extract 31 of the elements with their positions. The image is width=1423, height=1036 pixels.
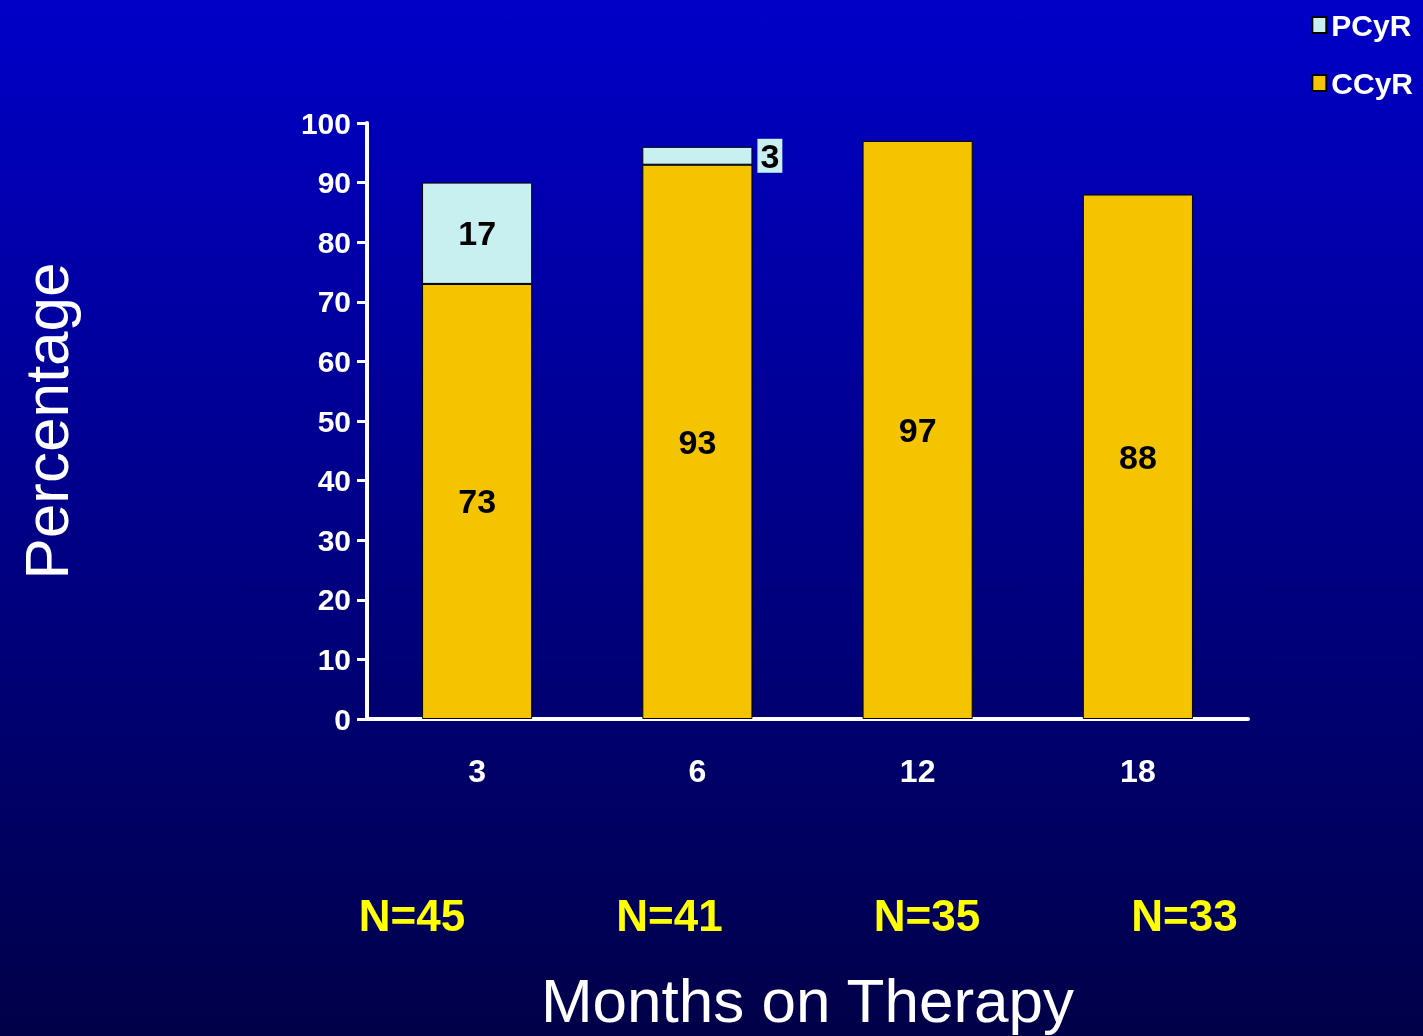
y-tick-label: 90 [317,166,351,200]
y-tick-label: 40 [317,464,351,498]
text: N=33 [1131,890,1238,940]
x-tick-label: 3 [468,753,487,789]
y-tick-label: 50 [317,404,351,438]
data-label: 97 [898,410,937,449]
y-tick-label: 70 [317,285,351,319]
y-axis-title: Percentage [11,262,81,580]
bar [862,140,973,719]
data-label: 73 [458,482,497,521]
x-tick-label: 12 [899,753,936,789]
y-tick-label: 60 [317,344,351,378]
y-tick-label: 20 [317,583,351,617]
data-label: 17 [458,214,497,253]
y-tick-label: 10 [317,642,351,676]
x-tick-label: 6 [688,753,707,789]
data-label: 88 [1118,437,1157,476]
x-axis-title: Months on Therapy [540,965,1075,1035]
text: N=35 [873,890,981,940]
y-tick-label: 80 [317,225,351,259]
y-tick-label: 30 [317,523,351,557]
x-tick-label: 18 [1120,753,1156,789]
y-tick-label: 100 [300,106,351,140]
bar [1082,194,1193,719]
legend-label: PCyR [1331,8,1412,42]
data-label: 93 [678,422,717,461]
data-label: 3 [760,136,780,175]
y-tick-label: 0 [334,702,351,736]
legend-label: CCyR [1331,66,1414,100]
text: N=45 [358,890,466,940]
text: N=41 [616,890,723,940]
